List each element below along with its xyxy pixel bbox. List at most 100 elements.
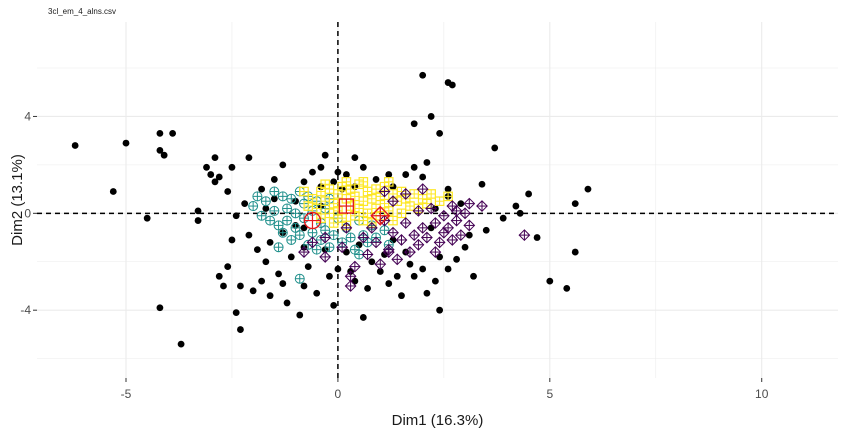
data-point bbox=[525, 190, 533, 198]
data-point bbox=[283, 299, 291, 307]
data-point bbox=[224, 188, 232, 195]
data-point bbox=[358, 177, 369, 187]
data-point bbox=[266, 292, 274, 300]
y-tick-label: 0 bbox=[24, 206, 31, 220]
centroid-point bbox=[338, 198, 355, 214]
y-tick-label: 4 bbox=[24, 109, 31, 123]
data-point bbox=[256, 210, 267, 221]
data-point bbox=[389, 236, 397, 244]
data-point bbox=[211, 154, 219, 162]
data-point bbox=[348, 260, 361, 273]
data-point bbox=[563, 284, 571, 292]
data-point bbox=[450, 204, 463, 217]
data-point bbox=[270, 195, 278, 203]
data-point bbox=[286, 193, 297, 204]
data-point bbox=[436, 130, 444, 137]
data-point bbox=[571, 200, 579, 208]
data-point bbox=[319, 231, 332, 244]
data-point bbox=[457, 200, 465, 208]
data-point bbox=[262, 205, 270, 212]
data-point bbox=[571, 248, 579, 256]
data-point bbox=[228, 236, 236, 244]
data-point bbox=[387, 226, 399, 239]
data-point bbox=[461, 243, 469, 251]
x-tick-label: -5 bbox=[121, 387, 132, 401]
data-point bbox=[364, 284, 371, 292]
data-point bbox=[446, 234, 459, 246]
data-point bbox=[270, 176, 278, 183]
data-point bbox=[516, 209, 524, 217]
data-point bbox=[454, 229, 467, 242]
data-point bbox=[357, 231, 370, 244]
data-point bbox=[324, 208, 335, 219]
data-point bbox=[232, 212, 240, 220]
data-point bbox=[341, 177, 352, 187]
data-point bbox=[398, 292, 405, 300]
data-point bbox=[368, 258, 376, 266]
data-point bbox=[156, 146, 164, 154]
data-point bbox=[143, 214, 151, 222]
data-point bbox=[453, 255, 460, 263]
x-axis-title: Dim1 (16.3%) bbox=[392, 412, 484, 429]
data-point bbox=[444, 185, 452, 193]
data-point bbox=[412, 238, 425, 251]
y-axis-title: Dim2 (13.1%) bbox=[9, 154, 26, 246]
data-point bbox=[491, 144, 499, 152]
centroid-square-series bbox=[338, 198, 355, 214]
data-point bbox=[311, 244, 322, 255]
data-point bbox=[402, 171, 410, 178]
data-point bbox=[482, 226, 490, 234]
data-point bbox=[122, 139, 130, 147]
data-point bbox=[294, 273, 305, 284]
data-point bbox=[395, 234, 408, 246]
data-point bbox=[499, 214, 507, 222]
data-point bbox=[387, 195, 399, 208]
data-point bbox=[319, 251, 332, 263]
data-point bbox=[374, 258, 387, 271]
data-point bbox=[252, 191, 263, 202]
data-point bbox=[269, 186, 280, 197]
data-point bbox=[194, 207, 202, 215]
data-point bbox=[412, 204, 425, 217]
data-point bbox=[410, 272, 418, 280]
crossed-square-series bbox=[299, 177, 453, 231]
data-point bbox=[282, 203, 293, 214]
data-point bbox=[237, 326, 244, 333]
data-point bbox=[306, 236, 319, 249]
data-point bbox=[220, 282, 227, 290]
data-point bbox=[450, 214, 463, 227]
y-tick-label: -4 bbox=[20, 303, 31, 317]
data-point bbox=[443, 191, 453, 202]
x-tick-label: 0 bbox=[335, 387, 342, 401]
data-point bbox=[109, 188, 117, 195]
data-point bbox=[379, 225, 390, 236]
data-point bbox=[245, 231, 253, 239]
data-point bbox=[320, 179, 330, 190]
data-point bbox=[160, 151, 168, 159]
data-point bbox=[286, 234, 297, 245]
data-point bbox=[416, 221, 429, 234]
data-point bbox=[299, 186, 309, 197]
data-point bbox=[433, 236, 446, 249]
data-point bbox=[232, 309, 240, 317]
data-point bbox=[203, 163, 210, 171]
data-point bbox=[404, 246, 416, 258]
data-point bbox=[277, 191, 288, 202]
data-point bbox=[224, 263, 232, 270]
data-point bbox=[396, 208, 407, 219]
data-point bbox=[436, 253, 444, 261]
data-point bbox=[533, 234, 541, 241]
data-point bbox=[342, 171, 350, 178]
data-point bbox=[245, 154, 253, 162]
data-point bbox=[309, 168, 316, 176]
data-point bbox=[156, 304, 164, 312]
data-point bbox=[258, 185, 266, 193]
data-point bbox=[351, 154, 359, 162]
data-point bbox=[383, 177, 394, 187]
data-point bbox=[258, 277, 266, 285]
data-point bbox=[361, 248, 374, 261]
data-point bbox=[156, 130, 164, 137]
data-point bbox=[177, 340, 185, 348]
data-point bbox=[298, 246, 310, 258]
